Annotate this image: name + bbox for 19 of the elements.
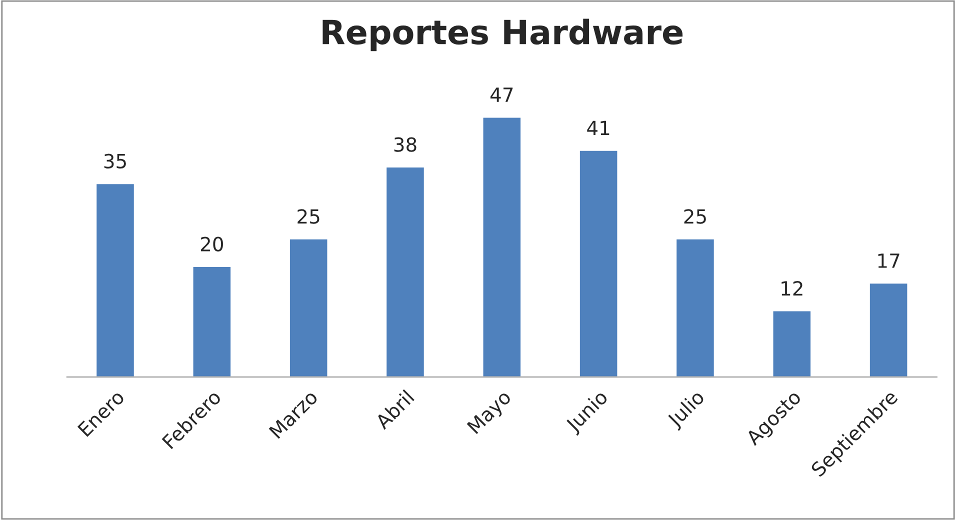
data-label: 17	[878, 254, 900, 268]
bar	[95, 182, 136, 377]
data-label: 38	[394, 137, 416, 152]
bar	[772, 310, 812, 377]
data-label: 35	[104, 154, 126, 169]
data-label: 12	[782, 281, 802, 296]
data-label: 41	[587, 120, 610, 136]
data-label: 25	[684, 209, 706, 224]
chart-title: Reportes Hardware	[322, 18, 683, 52]
bar	[482, 116, 522, 377]
data-label: 20	[200, 236, 223, 252]
data-label: 25	[298, 209, 320, 224]
data-label: 47	[490, 88, 513, 102]
bar	[192, 266, 232, 377]
bar	[288, 238, 329, 377]
bar	[675, 238, 716, 377]
bar	[578, 149, 619, 377]
bar	[868, 282, 909, 377]
bar	[385, 166, 426, 377]
